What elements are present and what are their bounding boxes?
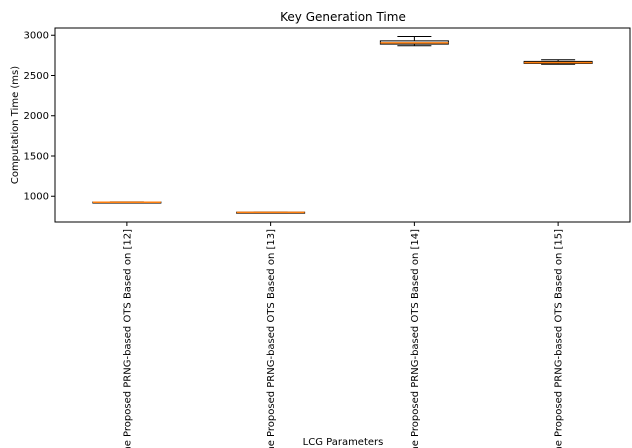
x-axis: The Proposed PRNG-based OTS Based on [12… [122, 222, 565, 448]
box-1 [92, 201, 162, 204]
y-tick-label: 1000 [24, 192, 49, 203]
y-tick-label: 2000 [24, 111, 49, 122]
y-tick-label: 3000 [24, 31, 49, 42]
box-series [92, 35, 593, 214]
x-tick-label: The Proposed PRNG-based OTS Based on [14… [410, 229, 421, 448]
x-axis-label: LCG Parameters [303, 437, 384, 448]
y-tick-label: 2500 [24, 71, 49, 82]
plot-area [54, 27, 631, 223]
chart-title: Key Generation Time [280, 10, 406, 24]
box-4 [523, 59, 593, 65]
box-3 [379, 35, 449, 47]
box-2 [236, 211, 306, 214]
x-tick-label: The Proposed PRNG-based OTS Based on [12… [122, 229, 133, 448]
y-axis: 1000 1500 2000 2500 3000 [24, 31, 55, 203]
x-tick-label: The Proposed PRNG-based OTS Based on [13… [266, 229, 277, 448]
y-tick-label: 1500 [24, 151, 49, 162]
x-tick-label: The Proposed PRNG-based OTS Based on [15… [554, 229, 565, 448]
y-axis-label: Computation Time (ms) [10, 66, 21, 184]
